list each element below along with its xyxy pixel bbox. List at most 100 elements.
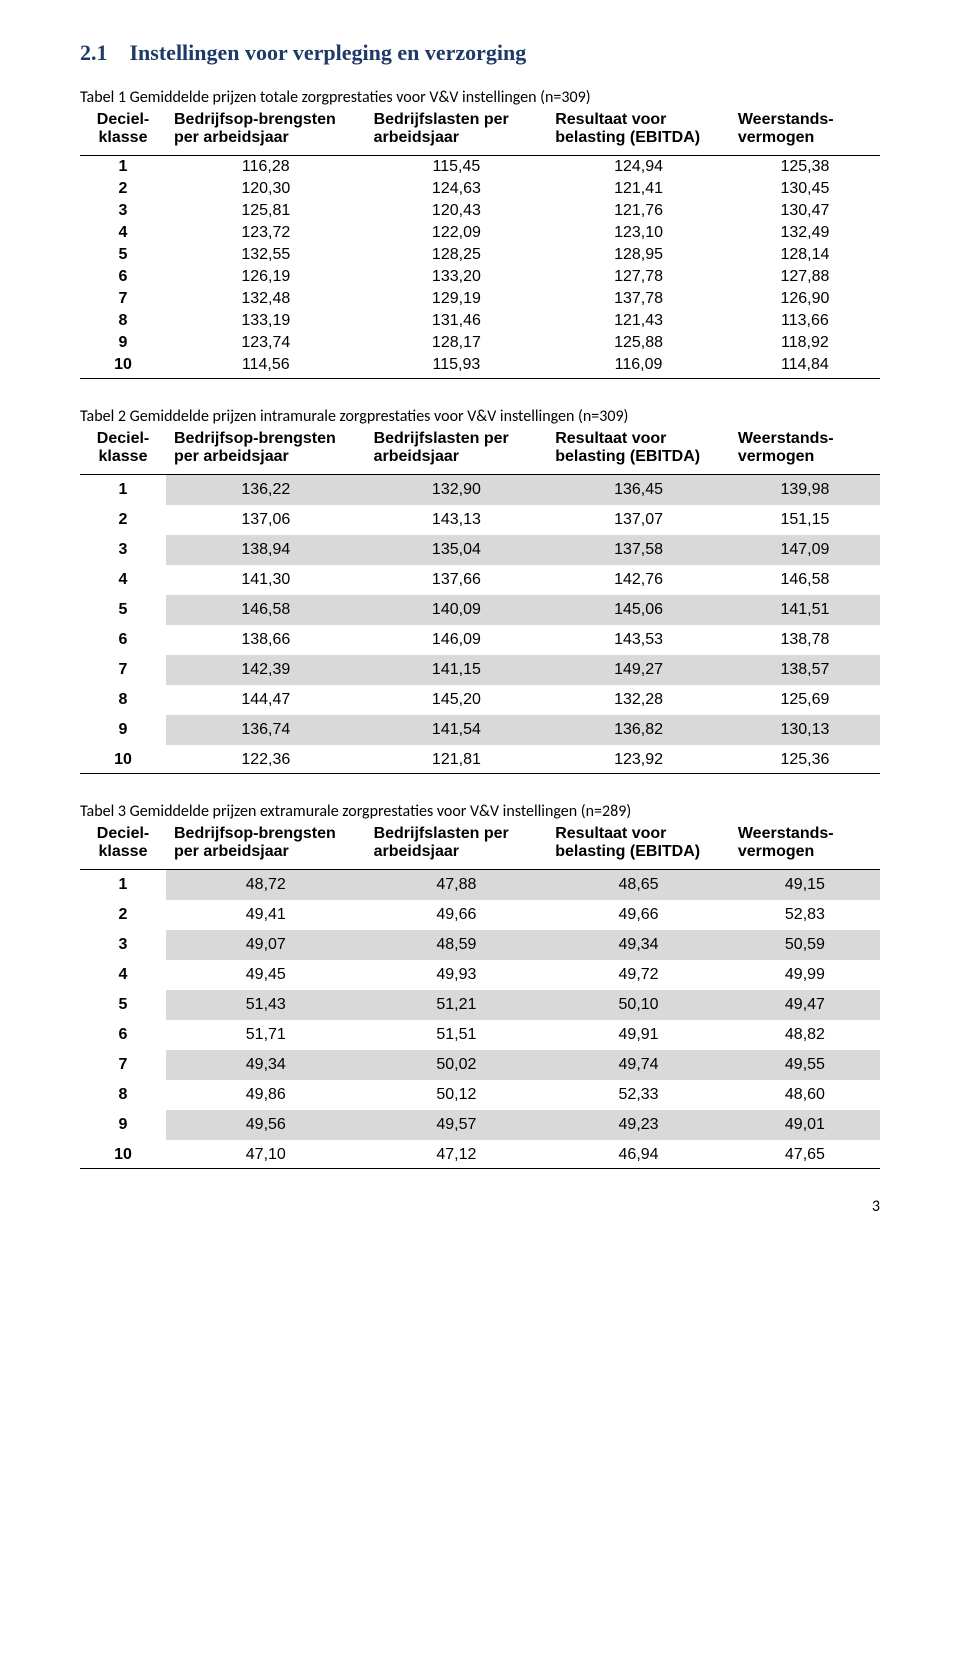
value-cell: 137,78 <box>547 288 730 310</box>
deciel-cell: 9 <box>80 715 166 745</box>
value-cell: 138,57 <box>730 655 880 685</box>
value-cell: 120,30 <box>166 178 366 200</box>
table-row: 7142,39141,15149,27138,57 <box>80 655 880 685</box>
value-cell: 116,09 <box>547 354 730 379</box>
value-cell: 128,17 <box>366 332 548 354</box>
value-cell: 131,46 <box>366 310 548 332</box>
table-row: 6126,19133,20127,78127,88 <box>80 266 880 288</box>
deciel-cell: 4 <box>80 222 166 244</box>
deciel-cell: 7 <box>80 1050 166 1080</box>
value-cell: 142,76 <box>547 565 730 595</box>
table-row: 2137,06143,13137,07151,15 <box>80 505 880 535</box>
value-cell: 49,15 <box>730 870 880 901</box>
value-cell: 49,86 <box>166 1080 366 1110</box>
value-cell: 133,20 <box>366 266 548 288</box>
value-cell: 48,59 <box>366 930 548 960</box>
table2-body: 1136,22132,90136,45139,982137,06143,1313… <box>80 475 880 774</box>
deciel-cell: 8 <box>80 310 166 332</box>
value-cell: 48,65 <box>547 870 730 901</box>
value-cell: 49,91 <box>547 1020 730 1050</box>
value-cell: 132,55 <box>166 244 366 266</box>
deciel-cell: 9 <box>80 332 166 354</box>
value-cell: 128,14 <box>730 244 880 266</box>
value-cell: 142,39 <box>166 655 366 685</box>
value-cell: 49,93 <box>366 960 548 990</box>
value-cell: 126,19 <box>166 266 366 288</box>
value-cell: 146,58 <box>730 565 880 595</box>
value-cell: 49,74 <box>547 1050 730 1080</box>
table-row: 949,5649,5749,2349,01 <box>80 1110 880 1140</box>
value-cell: 113,66 <box>730 310 880 332</box>
value-cell: 51,51 <box>366 1020 548 1050</box>
deciel-cell: 5 <box>80 244 166 266</box>
deciel-cell: 3 <box>80 200 166 222</box>
value-cell: 49,99 <box>730 960 880 990</box>
table-row: 8144,47145,20132,28125,69 <box>80 685 880 715</box>
table-row: 7132,48129,19137,78126,90 <box>80 288 880 310</box>
col-bedrijfslasten: Bedrijfslasten per arbeidsjaar <box>366 428 548 475</box>
value-cell: 132,48 <box>166 288 366 310</box>
value-cell: 138,78 <box>730 625 880 655</box>
value-cell: 48,60 <box>730 1080 880 1110</box>
col-bedrijfslasten: Bedrijfslasten per arbeidsjaar <box>366 109 548 156</box>
table3: Deciel-klasse Bedrijfsop-brengsten per a… <box>80 823 880 1169</box>
value-cell: 52,83 <box>730 900 880 930</box>
deciel-cell: 7 <box>80 655 166 685</box>
table-row: 1136,22132,90136,45139,98 <box>80 475 880 506</box>
value-cell: 132,49 <box>730 222 880 244</box>
value-cell: 141,15 <box>366 655 548 685</box>
value-cell: 49,56 <box>166 1110 366 1140</box>
value-cell: 48,82 <box>730 1020 880 1050</box>
deciel-cell: 8 <box>80 1080 166 1110</box>
value-cell: 129,19 <box>366 288 548 310</box>
value-cell: 138,66 <box>166 625 366 655</box>
table-row: 4141,30137,66142,76146,58 <box>80 565 880 595</box>
value-cell: 125,38 <box>730 156 880 179</box>
value-cell: 121,43 <box>547 310 730 332</box>
value-cell: 47,88 <box>366 870 548 901</box>
table-row: 1116,28115,45124,94125,38 <box>80 156 880 179</box>
deciel-cell: 3 <box>80 535 166 565</box>
value-cell: 48,72 <box>166 870 366 901</box>
value-cell: 50,10 <box>547 990 730 1020</box>
table-row: 8133,19131,46121,43113,66 <box>80 310 880 332</box>
deciel-cell: 1 <box>80 156 166 179</box>
value-cell: 123,92 <box>547 745 730 774</box>
table1: Deciel-klasse Bedrijfsop-brengsten per a… <box>80 109 880 379</box>
value-cell: 49,01 <box>730 1110 880 1140</box>
table-row: 349,0748,5949,3450,59 <box>80 930 880 960</box>
value-cell: 47,10 <box>166 1140 366 1169</box>
table-row: 2120,30124,63121,41130,45 <box>80 178 880 200</box>
deciel-cell: 4 <box>80 565 166 595</box>
section-title: 2.1 Instellingen voor verpleging en verz… <box>80 40 880 66</box>
col-weerstandsvermogen: Weerstands-vermogen <box>730 823 880 870</box>
value-cell: 136,82 <box>547 715 730 745</box>
table-row: 10122,36121,81123,92125,36 <box>80 745 880 774</box>
value-cell: 51,21 <box>366 990 548 1020</box>
value-cell: 144,47 <box>166 685 366 715</box>
value-cell: 145,20 <box>366 685 548 715</box>
value-cell: 141,54 <box>366 715 548 745</box>
deciel-cell: 1 <box>80 475 166 506</box>
value-cell: 49,07 <box>166 930 366 960</box>
table-row: 651,7151,5149,9148,82 <box>80 1020 880 1050</box>
deciel-cell: 10 <box>80 1140 166 1169</box>
value-cell: 50,59 <box>730 930 880 960</box>
value-cell: 47,12 <box>366 1140 548 1169</box>
col-resultaat: Resultaat voor belasting (EBITDA) <box>547 823 730 870</box>
deciel-cell: 6 <box>80 266 166 288</box>
value-cell: 49,47 <box>730 990 880 1020</box>
value-cell: 125,36 <box>730 745 880 774</box>
deciel-cell: 10 <box>80 745 166 774</box>
col-bedrijfsopbrengsten: Bedrijfsop-brengsten per arbeidsjaar <box>166 109 366 156</box>
value-cell: 115,93 <box>366 354 548 379</box>
value-cell: 140,09 <box>366 595 548 625</box>
value-cell: 141,51 <box>730 595 880 625</box>
value-cell: 138,94 <box>166 535 366 565</box>
table2: Deciel-klasse Bedrijfsop-brengsten per a… <box>80 428 880 774</box>
value-cell: 50,02 <box>366 1050 548 1080</box>
value-cell: 136,45 <box>547 475 730 506</box>
value-cell: 141,30 <box>166 565 366 595</box>
value-cell: 143,53 <box>547 625 730 655</box>
value-cell: 127,88 <box>730 266 880 288</box>
